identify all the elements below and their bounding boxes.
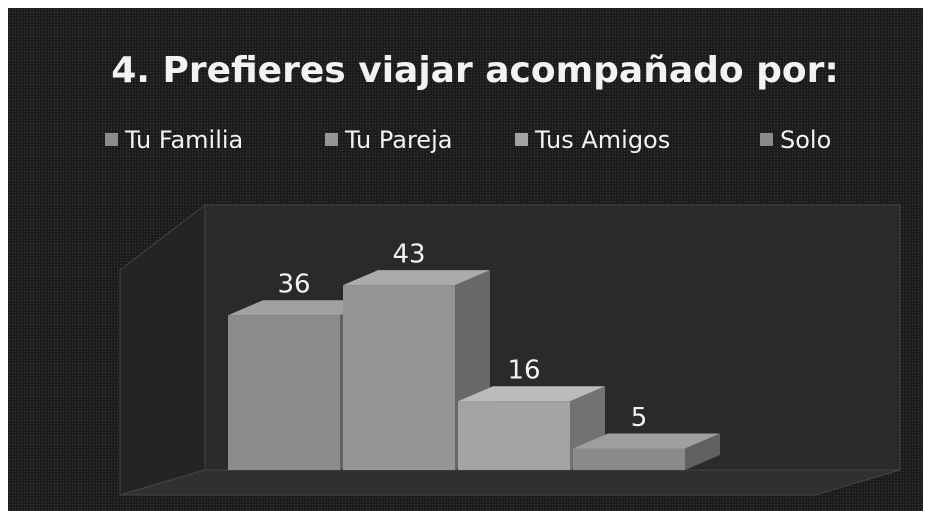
legend-swatch	[515, 133, 528, 146]
legend-label: Solo	[780, 126, 831, 154]
legend-swatch	[105, 133, 118, 146]
data-label: 5	[631, 403, 648, 433]
bar-top	[343, 270, 490, 286]
legend-label: Tu Familia	[124, 126, 243, 154]
chart-title: 4. Prefieres viajar acompañado por:	[111, 50, 839, 91]
data-label: 36	[277, 270, 310, 300]
bar-top	[573, 433, 720, 449]
legend-swatch	[325, 133, 338, 146]
bar	[228, 315, 340, 470]
data-label: 43	[392, 240, 425, 270]
legend-label: Tu Pareja	[344, 126, 452, 154]
bar-top	[228, 300, 375, 316]
bar	[343, 285, 455, 470]
bar-top	[458, 386, 605, 402]
legend-label: Tus Amigos	[534, 126, 670, 154]
data-label: 16	[507, 356, 540, 386]
bar-side	[685, 433, 720, 470]
legend-swatch	[760, 133, 773, 146]
bar	[458, 401, 570, 470]
bar	[573, 448, 685, 470]
floor	[119, 469, 901, 496]
